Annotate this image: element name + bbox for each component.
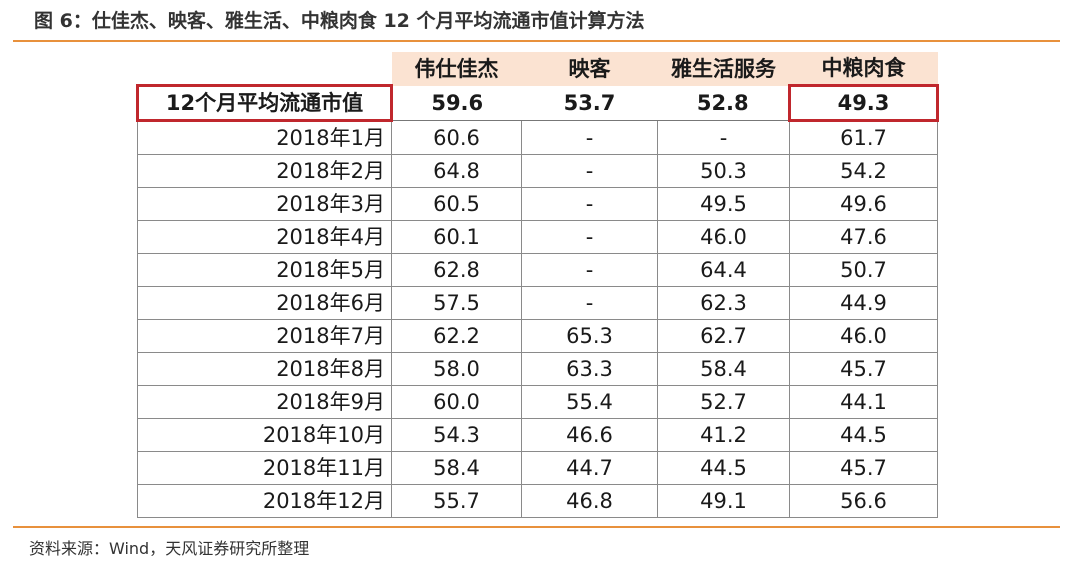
source-note: 资料来源：Wind，天风证券研究所整理 xyxy=(29,539,310,558)
table-cell: 46.0 xyxy=(789,319,938,353)
table-cell: 49.6 xyxy=(789,187,938,221)
table-row: 2018年1月 60.6- -61.7 xyxy=(137,120,938,155)
table-cell: 54.3 xyxy=(391,418,522,452)
column-header: 伟仕佳杰 xyxy=(391,52,522,86)
month-label: 2018年10月 xyxy=(137,418,392,452)
table-row: 2018年2月 64.8-50.3 54.2 xyxy=(137,154,938,188)
table-row: 2018年12月 55.7 46.8 49.1 56.6 xyxy=(137,484,938,518)
market-cap-table: 伟仕佳杰 映客 雅生活服务 中粮肉食 12个月平均流通市值 59.6 53.7 … xyxy=(136,52,939,518)
table-cell: 60.6 xyxy=(391,120,522,155)
table-cell: 44.5 xyxy=(657,451,790,485)
table-cell: 55.4 xyxy=(521,385,658,419)
average-row: 12个月平均流通市值 59.6 53.7 52.8 49.3 xyxy=(136,84,939,122)
month-label: 2018年12月 xyxy=(137,484,392,518)
month-label: 2018年8月 xyxy=(137,352,392,386)
table-cell: - xyxy=(521,220,658,254)
month-label: 2018年4月 xyxy=(137,220,392,254)
table-cell: 62.7 xyxy=(657,319,790,353)
column-header: 中粮肉食 xyxy=(789,52,938,86)
table-row: 2018年9月 60.0 55.4 52.7 44.1 xyxy=(137,385,938,419)
table-cell: 44.7 xyxy=(521,451,658,485)
month-label: 2018年9月 xyxy=(137,385,392,419)
table-cell: 56.6 xyxy=(789,484,938,518)
table-row: 2018年10月 54.3 46.6 41.2 44.5 xyxy=(137,418,938,452)
table-cell: 46.6 xyxy=(521,418,658,452)
table-cell: 45.7 xyxy=(789,451,938,485)
table-cell: 65.3 xyxy=(521,319,658,353)
month-label: 2018年7月 xyxy=(137,319,392,353)
table-cell: 50.3 xyxy=(657,154,790,188)
table-cell: 55.7 xyxy=(391,484,522,518)
table-cell: 47.6 xyxy=(789,220,938,254)
table-cell: 60.0 xyxy=(391,385,522,419)
average-value: 59.6 xyxy=(391,85,522,121)
month-label: 2018年2月 xyxy=(137,154,392,188)
table-cell: 46.0 xyxy=(657,220,790,254)
footer-divider xyxy=(13,526,1060,528)
table-cell: 62.2 xyxy=(391,319,522,353)
header-corner xyxy=(137,52,392,86)
table-cell: 44.1 xyxy=(789,385,938,419)
table-cell: 58.4 xyxy=(391,451,522,485)
table-cell: 58.4 xyxy=(657,352,790,386)
table-cell: - xyxy=(521,154,658,188)
column-header: 雅生活服务 xyxy=(657,52,790,86)
table-cell: 45.7 xyxy=(789,352,938,386)
table-cell: 62.8 xyxy=(391,253,522,287)
table-cell: 54.2 xyxy=(789,154,938,188)
table-row: 2018年4月 60.1-46.0 47.6 xyxy=(137,220,938,254)
table-cell: 44.5 xyxy=(789,418,938,452)
table-cell: 50.7 xyxy=(789,253,938,287)
month-label: 2018年11月 xyxy=(137,451,392,485)
table-row: 2018年3月 60.5-49.5 49.6 xyxy=(137,187,938,221)
table-cell: 52.7 xyxy=(657,385,790,419)
table-cell: - xyxy=(521,286,658,320)
table-cell: 64.8 xyxy=(391,154,522,188)
table-cell: 64.4 xyxy=(657,253,790,287)
table-cell: 44.9 xyxy=(789,286,938,320)
average-value: 53.7 xyxy=(521,85,658,121)
month-label: 2018年6月 xyxy=(137,286,392,320)
average-value: 52.8 xyxy=(657,85,790,121)
month-label: 2018年3月 xyxy=(137,187,392,221)
table-cell: 57.5 xyxy=(391,286,522,320)
table-cell: 60.1 xyxy=(391,220,522,254)
table-row: 2018年8月 58.0 63.3 58.4 45.7 xyxy=(137,352,938,386)
table-cell: 49.5 xyxy=(657,187,790,221)
month-label: 2018年1月 xyxy=(137,120,392,155)
title-divider xyxy=(13,40,1060,42)
table-row: 2018年11月 58.4 44.7 44.5 45.7 xyxy=(137,451,938,485)
table-cell: - xyxy=(657,120,790,155)
table-cell: 62.3 xyxy=(657,286,790,320)
table-row: 2018年6月 57.5-62.3 44.9 xyxy=(137,286,938,320)
table-cell: 61.7 xyxy=(789,120,938,155)
table-cell: - xyxy=(521,187,658,221)
average-value-highlighted: 49.3 xyxy=(788,84,939,122)
table-cell: 60.5 xyxy=(391,187,522,221)
table-cell: - xyxy=(521,120,658,155)
table-cell: 58.0 xyxy=(391,352,522,386)
month-label: 2018年5月 xyxy=(137,253,392,287)
table-row: 2018年5月 62.8-64.4 50.7 xyxy=(137,253,938,287)
column-header: 映客 xyxy=(521,52,658,86)
average-label: 12个月平均流通市值 xyxy=(136,84,393,122)
table-cell: 46.8 xyxy=(521,484,658,518)
table-cell: 63.3 xyxy=(521,352,658,386)
figure-title: 图 6：仕佳杰、映客、雅生活、中粮肉食 12 个月平均流通市值计算方法 xyxy=(34,10,645,32)
header-row: 伟仕佳杰 映客 雅生活服务 中粮肉食 xyxy=(137,52,938,86)
table-cell: 41.2 xyxy=(657,418,790,452)
table-cell: 49.1 xyxy=(657,484,790,518)
table-row: 2018年7月 62.2 65.3 62.7 46.0 xyxy=(137,319,938,353)
table-cell: - xyxy=(521,253,658,287)
